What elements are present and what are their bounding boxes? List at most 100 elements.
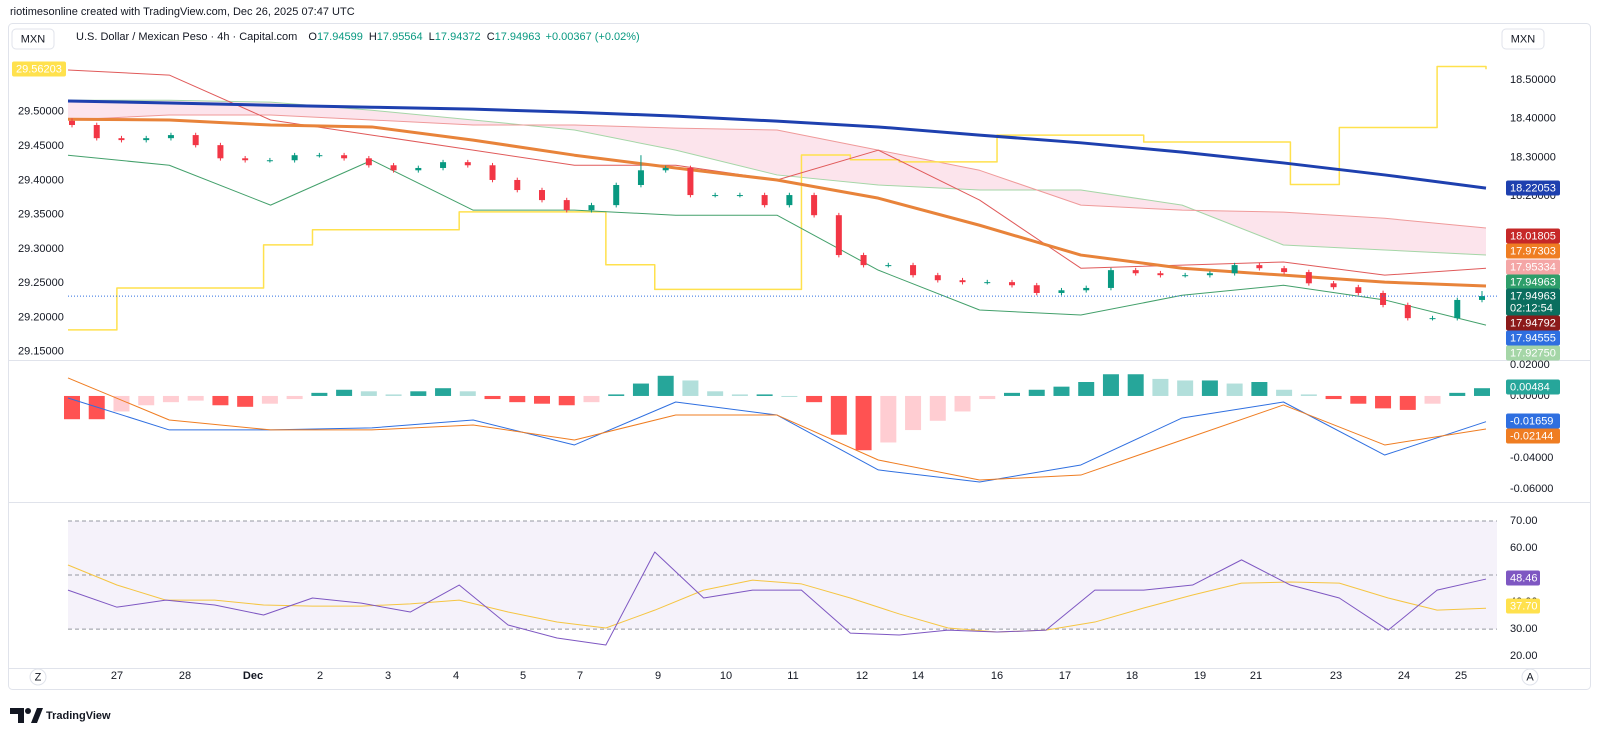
candle-body	[1132, 270, 1139, 274]
macd-bar	[1078, 382, 1095, 396]
macd-bar	[64, 395, 80, 420]
x-tick-label: 16	[991, 670, 1003, 682]
candle-body	[613, 185, 620, 206]
currency-label[interactable]: MXN	[1511, 33, 1536, 45]
candle-body	[1256, 265, 1263, 269]
price-tag-label: 17.94555	[1510, 332, 1556, 344]
y-tick-label: 18.30000	[1510, 151, 1556, 163]
currency-label[interactable]: MXN	[21, 33, 46, 45]
price-tag	[1506, 345, 1560, 361]
macd-bar	[979, 395, 996, 400]
logo-mark	[25, 708, 31, 714]
candle-body	[1355, 287, 1362, 293]
macd-bar	[608, 394, 625, 396]
currency-button[interactable]	[1501, 28, 1545, 50]
brand-name: TradingView	[46, 710, 111, 722]
signal-line	[67, 377, 1487, 481]
candle-body	[440, 162, 447, 168]
candle-body	[662, 167, 669, 171]
price-tag-label: 17.94963	[1510, 276, 1556, 288]
macd-bar	[385, 394, 402, 396]
indicator-line	[67, 117, 1487, 288]
macd-bar	[509, 395, 526, 403]
macd-bar	[237, 395, 254, 407]
cloud	[68, 100, 1486, 256]
scale-button[interactable]	[29, 668, 47, 686]
ohlc-change: +0.00367 (+0.02%)	[546, 31, 640, 43]
price-tag	[1506, 180, 1560, 196]
macd-bar	[534, 395, 550, 404]
x-tick-label: 19	[1194, 670, 1206, 682]
candle-body	[341, 155, 348, 159]
candle-body	[1182, 275, 1189, 277]
price-tag	[1506, 330, 1560, 346]
candle-body	[390, 165, 397, 171]
macd-bar	[855, 395, 872, 451]
candle-body	[959, 280, 966, 283]
x-tick-label: 2	[317, 670, 323, 682]
x-tick-label: 4	[453, 670, 459, 682]
macd-bar	[1276, 389, 1293, 396]
ohlc-key: H	[369, 31, 377, 43]
y-tick-label: 0.02000	[1510, 359, 1550, 371]
macd-bar	[1177, 380, 1194, 396]
y-tick-label: 29.15000	[18, 346, 64, 358]
candle-body	[910, 265, 917, 276]
ohlc-value: 17.94372	[435, 31, 481, 43]
price-countdown: 02:12:54	[1510, 302, 1553, 314]
macd-bar	[880, 395, 897, 443]
candle-body	[167, 135, 174, 139]
candle-body	[1380, 292, 1387, 305]
price-tag	[1506, 379, 1560, 395]
macd-bar	[806, 395, 823, 403]
x-tick-label: 17	[1059, 670, 1071, 682]
candle-body	[1404, 304, 1411, 319]
macd-bar	[1127, 374, 1144, 396]
candle-body	[464, 162, 471, 166]
scale-button-label[interactable]: Z	[35, 671, 42, 683]
macd-bar	[1152, 378, 1169, 396]
candle-body	[736, 195, 743, 197]
cloud-span-b	[67, 114, 1487, 229]
candle-body	[1107, 270, 1114, 288]
macd-bar	[113, 395, 130, 412]
candle-body	[192, 135, 199, 146]
macd-bar	[138, 395, 155, 406]
macd-bar	[212, 395, 229, 406]
y-tick-label: 29.50000	[18, 106, 64, 118]
price-tag	[1506, 243, 1560, 259]
candle-body	[860, 255, 867, 266]
candle-body	[1083, 287, 1090, 291]
price-tag-label: 17.92750	[1510, 347, 1556, 359]
y-tick-label: 20.00	[1510, 650, 1538, 662]
candle-body	[712, 195, 719, 197]
indicator-line	[67, 99, 1487, 190]
macd-bar	[558, 395, 575, 406]
candle-body	[291, 155, 298, 161]
candle-body	[885, 265, 892, 267]
price-tag-label: 17.94963	[1510, 290, 1556, 302]
credit: riotimesonline created with TradingView.…	[10, 6, 355, 18]
price-tag-label: 29.56203	[16, 63, 62, 75]
macd-bar	[1350, 395, 1367, 404]
x-tick-label: 14	[912, 670, 924, 682]
x-tick-label: 21	[1250, 670, 1262, 682]
macd-bar	[410, 391, 427, 396]
candle-body	[786, 195, 793, 206]
auto-button-label[interactable]: A	[1526, 671, 1534, 683]
logo-mark	[31, 708, 43, 723]
y-tick-label: 29.40000	[18, 174, 64, 186]
chart-frame	[8, 23, 1591, 690]
x-tick-label: 25	[1455, 670, 1467, 682]
candle-body	[1281, 268, 1288, 273]
x-tick-label: 3	[385, 670, 391, 682]
x-tick-label: 18	[1126, 670, 1138, 682]
macd-bar	[286, 395, 303, 400]
candle-body	[489, 165, 496, 180]
macd-bar	[954, 395, 971, 412]
y-tick-label: 29.30000	[18, 243, 64, 255]
ohlc-value: 17.95564	[377, 31, 423, 43]
auto-button[interactable]	[1521, 668, 1539, 686]
currency-button[interactable]	[11, 28, 55, 50]
candle-body	[563, 200, 570, 211]
